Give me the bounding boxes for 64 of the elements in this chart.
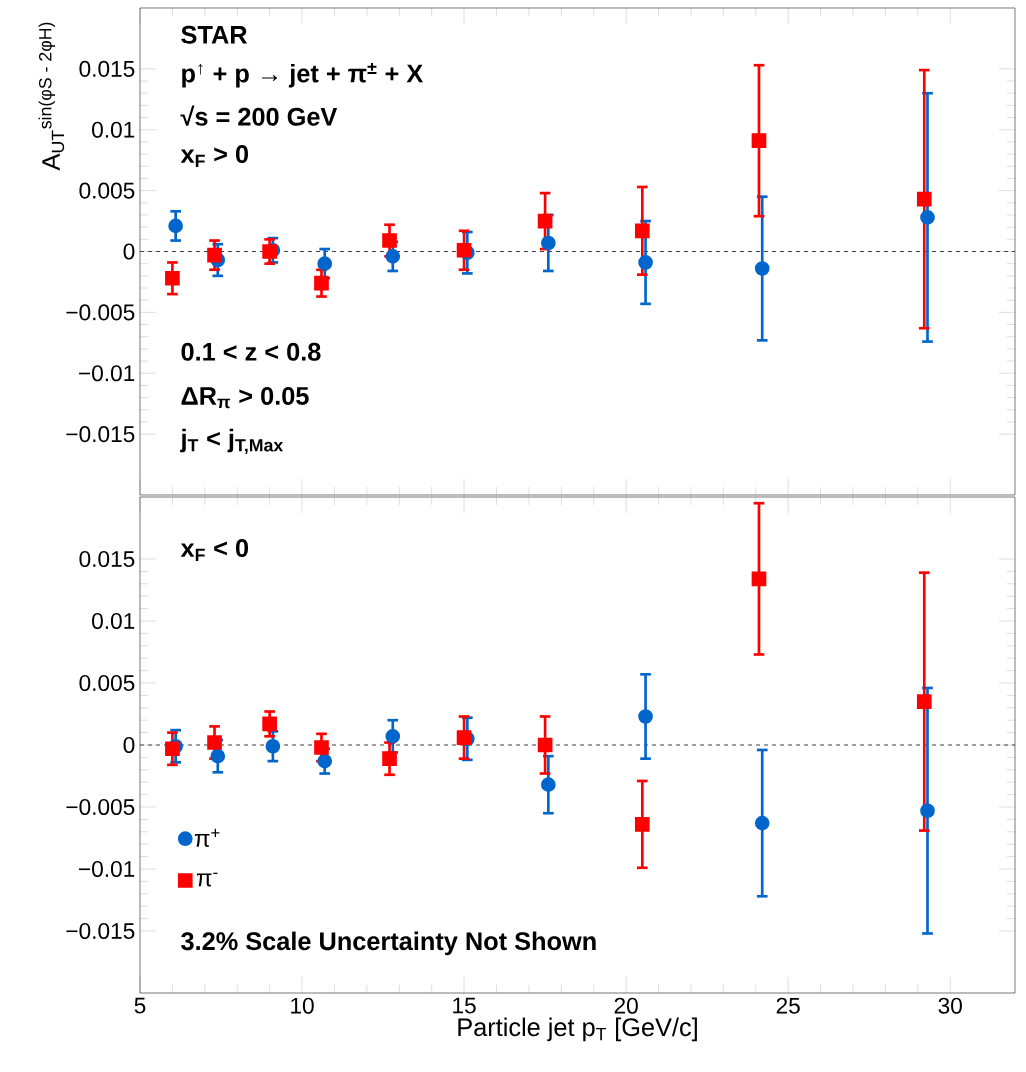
point (638, 255, 653, 270)
point (920, 210, 935, 225)
point (754, 261, 770, 276)
point (317, 753, 333, 769)
x-tick-label: 30 (938, 997, 962, 1014)
annotation: x$_{F}$ < 0 (180, 539, 249, 562)
point (168, 218, 183, 234)
y-tick-label: −0.01 (79, 860, 135, 878)
x-tick-label: 15 (453, 997, 476, 1014)
x-tick-label: 25 (776, 997, 800, 1014)
point (262, 244, 277, 259)
point (638, 709, 653, 724)
annotation: √s = 200 GeV (180, 105, 338, 126)
annotation: j$_{T}$ < j$_{T,Max}$ (180, 428, 284, 455)
y-tick-label: −0.015 (66, 426, 135, 443)
point (541, 777, 556, 793)
y-axis-title: A$_{UT}$sin(φS - 2φH) (38, 22, 65, 171)
point (634, 223, 650, 239)
y-tick-label: −0.015 (66, 922, 135, 940)
point (920, 803, 935, 819)
point (165, 270, 180, 286)
point (541, 235, 556, 251)
y-tick-label: 0 (123, 243, 135, 260)
point (317, 256, 333, 272)
y-tick-label: 0.01 (92, 612, 135, 630)
y-tick-label: 0 (123, 736, 135, 754)
point (314, 275, 329, 291)
point (262, 716, 277, 732)
point (314, 740, 329, 755)
annotation: x$_{F}$ > 0 (180, 145, 249, 168)
point (751, 571, 767, 587)
x-tick-label: 20 (614, 997, 638, 1014)
y-tick-label: 0.005 (79, 674, 135, 692)
point (385, 249, 401, 264)
point (537, 737, 553, 753)
point (751, 133, 767, 149)
point (754, 815, 770, 831)
legend-label: π$^{+}$ (194, 828, 220, 847)
point (385, 728, 401, 744)
point (634, 817, 650, 832)
point (382, 751, 397, 766)
point (207, 735, 222, 750)
annotation: ΔR$_{π}$ > 0.05 (181, 386, 309, 409)
annotation: STAR (181, 25, 248, 44)
y-tick-label: 0.005 (79, 182, 135, 199)
y-tick-label: −0.005 (66, 304, 135, 321)
x-tick-label: 5 (134, 997, 146, 1014)
point (916, 694, 932, 709)
legend-label: π$^{-}$ (196, 872, 218, 887)
annotation: 0.1 < z < 0.8 (181, 342, 321, 361)
point (537, 213, 553, 229)
y-tick-label: 0.015 (79, 550, 135, 568)
y-tick-label: −0.01 (79, 365, 135, 382)
y-tick-label: 0.015 (79, 60, 135, 77)
x-tick-label: 10 (291, 997, 314, 1014)
annotation: 3.2% Scale Uncertainty Not Shown (181, 931, 596, 956)
point (265, 738, 281, 754)
y-tick-label: 0.01 (92, 121, 135, 138)
annotation: p$^{↑}$ + p → jet + π$^{±}$ + X (182, 62, 424, 88)
point (210, 748, 226, 764)
point (382, 233, 397, 248)
y-tick-label: −0.005 (66, 798, 135, 816)
x-axis-title: Particle jet p$_{T}$ [GeV/c] (458, 1017, 697, 1042)
point (916, 191, 932, 207)
